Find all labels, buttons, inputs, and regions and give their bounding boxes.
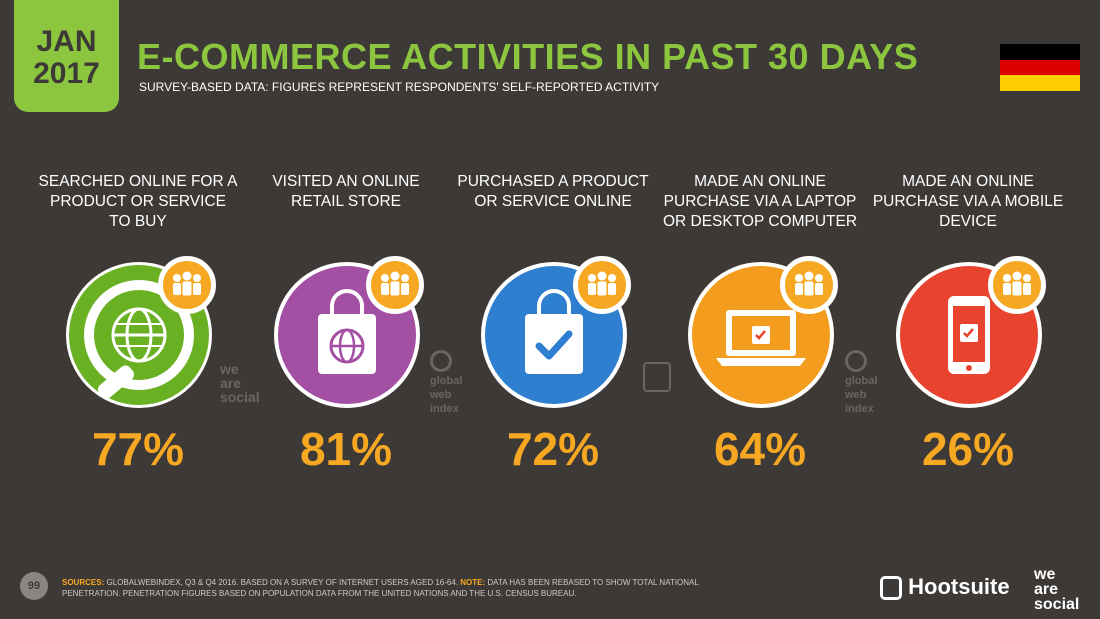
activity-label: SEARCHED ONLINE FOR A PRODUCT OR SERVICE… [38,173,238,230]
gwi-watermark: global web index [845,350,877,416]
activity-purchased: PURCHASED A PRODUCT OR SERVICE ONLINE 72… [453,172,653,476]
activity-value: 64% [713,423,807,475]
date-badge: JAN 2017 [14,0,119,112]
page-subtitle: SURVEY-BASED DATA: FIGURES REPRESENT RES… [139,80,660,94]
activity-mobile: MADE AN ONLINE PURCHASE VIA A MOBILE DEV… [868,172,1068,476]
people-icon [158,256,216,314]
activity-visited: VISITED AN ONLINE RETAIL STORE 81% [246,172,446,476]
activity-label: MADE AN ONLINE PURCHASE VIA A LAPTOP OR … [662,173,858,230]
people-icon [366,256,424,314]
people-icon [780,256,838,314]
hootsuite-owl-watermark-icon [643,362,671,392]
date-month: JAN [36,25,97,58]
we-are-social-logo: we are social [1034,566,1080,613]
people-icon [573,256,631,314]
sources-note: SOURCES: GLOBALWEBINDEX, Q3 & Q4 2016. B… [62,578,699,598]
flag-stripe-black [1000,44,1080,60]
activity-searched: SEARCHED ONLINE FOR A PRODUCT OR SERVICE… [38,172,238,476]
activity-label: VISITED AN ONLINE RETAIL STORE [272,173,420,210]
hootsuite-owl-icon [880,576,902,601]
flag-stripe-red [1000,59,1080,76]
activity-label: PURCHASED A PRODUCT OR SERVICE ONLINE [457,173,649,210]
gwi-logo-icon [430,350,452,372]
mobile-phone-icon [896,262,1042,408]
activity-laptop: MADE AN ONLINE PURCHASE VIA A LAPTOP OR … [660,172,860,476]
activity-value: 72% [506,423,600,475]
page-number: 99 [20,572,48,600]
germany-flag-icon [1000,44,1080,91]
activity-label: MADE AN ONLINE PURCHASE VIA A MOBILE DEV… [872,173,1064,230]
page-title: E-COMMERCE ACTIVITIES IN PAST 30 DAYS [137,36,919,77]
activity-value: 81% [299,423,393,475]
gwi-watermark: global web index [430,350,462,416]
flag-stripe-gold [1000,75,1080,91]
people-icon [988,256,1046,314]
date-year: 2017 [33,57,100,90]
activity-value: 77% [91,423,185,475]
we-are-social-watermark: we are social [220,361,260,405]
hootsuite-logo: Hootsuite [880,574,1010,601]
gwi-logo-icon [845,350,867,372]
activity-value: 26% [921,423,1015,475]
